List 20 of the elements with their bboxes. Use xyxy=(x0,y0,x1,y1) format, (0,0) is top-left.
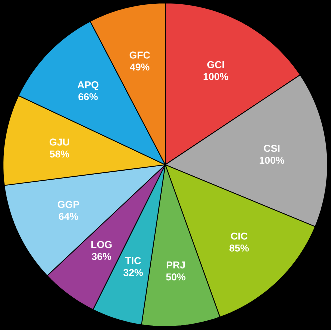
data-label: 100% xyxy=(204,73,228,80)
data-label: 64% xyxy=(59,213,78,220)
data-label: 32% xyxy=(124,269,144,276)
slice-label: LOG xyxy=(92,241,112,248)
data-label: 58% xyxy=(50,150,70,158)
slice-label: PRJ xyxy=(166,262,186,269)
slice-label: TIC xyxy=(125,257,142,264)
data-label: 36% xyxy=(92,253,112,260)
data-label: 100% xyxy=(260,156,285,164)
data-label: 85% xyxy=(230,244,250,252)
slice-label: GFC xyxy=(130,52,150,59)
slice-label: GJU xyxy=(50,138,70,146)
slice-label: CIC xyxy=(231,232,248,240)
slice-label: GGP xyxy=(58,201,80,208)
slice-label: GCI xyxy=(208,61,224,68)
data-label: 66% xyxy=(78,93,98,101)
slice-label: APQ xyxy=(78,82,99,90)
data-label: 49% xyxy=(130,64,150,71)
data-label: 50% xyxy=(166,274,186,281)
slice-label: CSI xyxy=(264,145,280,152)
